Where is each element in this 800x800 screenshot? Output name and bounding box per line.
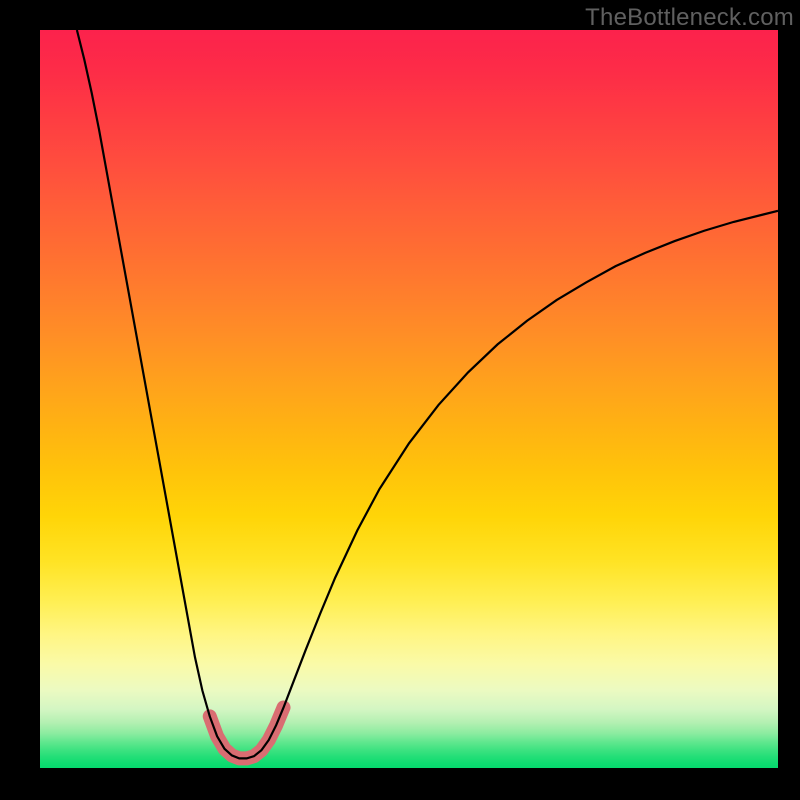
watermark-text: TheBottleneck.com (585, 4, 794, 32)
bottleneck-curve (77, 30, 778, 758)
curve-layer (0, 0, 800, 800)
